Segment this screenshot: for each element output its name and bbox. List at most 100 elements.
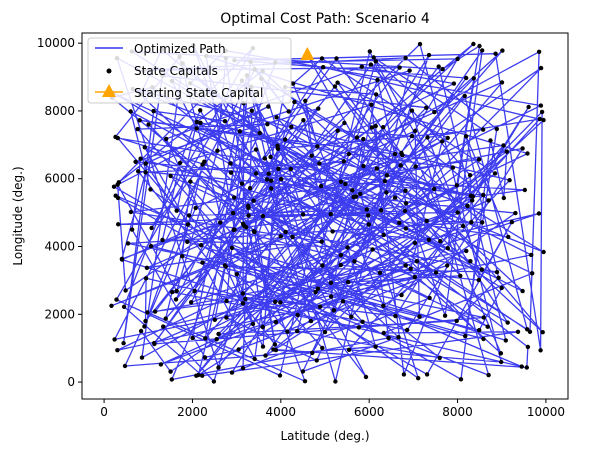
state-capital-point <box>509 219 515 225</box>
state-capital-point <box>112 337 117 342</box>
state-capital-point <box>451 81 457 86</box>
y-axis: 0 2000 4000 6000 8000 10000 <box>37 36 82 389</box>
state-capital-point <box>538 348 543 353</box>
state-capital-point <box>458 377 464 382</box>
state-capital-point <box>373 59 378 64</box>
state-capital-point <box>529 252 534 258</box>
state-capital-point <box>354 135 360 140</box>
state-capital-point <box>228 170 234 175</box>
state-capital-point <box>338 179 344 184</box>
state-capital-point <box>243 296 248 302</box>
state-capital-point <box>381 232 386 238</box>
state-capital-point <box>454 318 459 324</box>
state-capital-point <box>300 212 306 217</box>
state-capital-point <box>198 243 204 248</box>
state-capital-point <box>194 119 199 125</box>
legend-capitals-label: State Capitals <box>134 64 218 78</box>
state-capital-point <box>253 147 259 152</box>
state-capital-point <box>144 265 150 270</box>
state-capital-point <box>186 213 192 218</box>
state-capital-point <box>505 320 510 325</box>
state-capital-point <box>539 109 545 115</box>
state-capital-point <box>109 303 114 308</box>
state-capital-point <box>507 178 512 183</box>
state-capital-point <box>230 210 236 216</box>
state-capital-point <box>338 262 343 268</box>
state-capital-point <box>358 191 363 197</box>
state-capital-point <box>384 190 389 195</box>
state-capital-point <box>445 135 450 141</box>
state-capital-point <box>364 207 369 212</box>
state-capital-point <box>501 195 506 201</box>
state-capital-point <box>381 330 386 336</box>
state-capital-point <box>257 130 262 136</box>
state-capital-point <box>138 156 143 161</box>
state-capital-point <box>522 187 527 193</box>
starting-state-capital <box>300 47 315 61</box>
state-capital-point <box>161 324 166 329</box>
state-capital-point <box>412 275 417 280</box>
state-capital-point <box>268 154 273 160</box>
state-capital-point <box>501 143 506 148</box>
state-capital-point <box>345 245 350 250</box>
state-capital-point <box>386 335 391 341</box>
state-capital-point <box>128 109 133 114</box>
state-capital-point <box>424 105 429 110</box>
state-capital-point <box>285 329 290 334</box>
state-capital-point <box>332 84 338 89</box>
state-capital-point <box>392 151 398 157</box>
chart-title: Optimal Cost Path: Scenario 4 <box>220 11 430 27</box>
state-capital-point <box>427 295 432 301</box>
state-capital-point <box>519 364 524 369</box>
state-capital-point <box>246 213 251 218</box>
state-capital-point <box>403 226 408 231</box>
state-capital-point <box>111 184 117 189</box>
state-capital-point <box>273 319 279 325</box>
state-capital-point <box>273 347 279 353</box>
state-capital-point <box>180 254 185 259</box>
state-capital-point <box>125 241 131 246</box>
x-tick-label: 8000 <box>442 405 473 419</box>
state-capital-point <box>309 153 314 158</box>
state-capital-point <box>253 171 259 176</box>
y-tick-label: 8000 <box>44 104 75 118</box>
state-capital-point <box>321 65 326 70</box>
state-capital-point <box>160 237 165 243</box>
state-capital-point <box>403 55 408 61</box>
state-capital-point <box>371 55 376 60</box>
state-capital-point <box>335 128 340 133</box>
state-capital-point <box>317 304 323 309</box>
state-capital-point <box>384 173 390 178</box>
state-capital-point <box>373 344 378 349</box>
state-capital-point <box>540 330 545 335</box>
state-capital-point <box>525 344 531 350</box>
state-capital-point <box>527 329 533 334</box>
state-capital-point <box>143 170 148 175</box>
state-capital-point <box>360 319 365 324</box>
state-capital-point <box>216 331 221 337</box>
state-capital-point <box>251 229 257 234</box>
state-capital-point <box>115 135 121 141</box>
state-capital-point <box>288 166 293 172</box>
state-capital-point <box>198 120 203 126</box>
y-axis-label: Longitude (deg.) <box>11 166 25 265</box>
state-capital-point <box>269 178 274 183</box>
state-capital-point <box>142 145 147 150</box>
state-capital-point <box>310 350 315 356</box>
state-capitals <box>109 41 546 384</box>
state-capital-point <box>214 337 219 342</box>
state-capital-point <box>200 373 205 378</box>
state-capital-point <box>138 328 144 334</box>
state-capital-point <box>203 336 208 341</box>
state-capital-point <box>464 75 469 81</box>
state-capital-point <box>302 379 308 384</box>
state-capital-point <box>469 220 474 225</box>
state-capital-point <box>381 303 386 308</box>
state-capital-point <box>174 288 179 294</box>
state-capital-point <box>274 115 279 120</box>
state-capital-point <box>272 342 278 347</box>
state-capital-point <box>426 237 432 242</box>
state-capital-point <box>402 208 408 214</box>
state-capital-point <box>445 263 450 268</box>
